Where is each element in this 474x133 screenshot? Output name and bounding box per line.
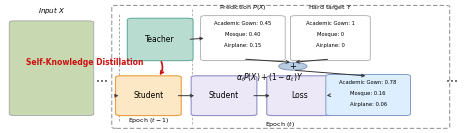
Text: Self-Knowledge Distillation: Self-Knowledge Distillation bbox=[26, 58, 144, 67]
Text: Mosque: 0: Mosque: 0 bbox=[317, 32, 344, 37]
Text: Airplane: 0: Airplane: 0 bbox=[316, 43, 345, 48]
Text: Loss: Loss bbox=[291, 91, 308, 100]
FancyBboxPatch shape bbox=[116, 76, 181, 116]
Text: Student: Student bbox=[209, 91, 239, 100]
Text: Airplane: 0.15: Airplane: 0.15 bbox=[224, 43, 262, 48]
Text: Epoch $(t)$: Epoch $(t)$ bbox=[264, 120, 294, 129]
Text: •••: ••• bbox=[96, 79, 108, 85]
Text: Epoch $(t-1)$: Epoch $(t-1)$ bbox=[128, 116, 169, 125]
Text: Mosque: 0.16: Mosque: 0.16 bbox=[350, 91, 386, 96]
Text: Academic Gown: 0.78: Academic Gown: 0.78 bbox=[339, 80, 397, 85]
Text: +: + bbox=[289, 62, 296, 71]
Text: Academic Gown: 1: Academic Gown: 1 bbox=[306, 21, 355, 26]
FancyBboxPatch shape bbox=[128, 18, 193, 61]
Text: Student: Student bbox=[133, 91, 164, 100]
Text: Prediction $P(X)$: Prediction $P(X)$ bbox=[219, 3, 267, 12]
Text: Academic Gown: 0.45: Academic Gown: 0.45 bbox=[214, 21, 272, 26]
FancyBboxPatch shape bbox=[9, 21, 94, 116]
FancyBboxPatch shape bbox=[191, 76, 257, 116]
Text: Input $X$: Input $X$ bbox=[38, 5, 65, 16]
Text: Teacher: Teacher bbox=[146, 35, 175, 44]
Text: Mosque: 0.40: Mosque: 0.40 bbox=[225, 32, 261, 37]
Text: •••: ••• bbox=[446, 79, 458, 85]
Text: Airplane: 0.06: Airplane: 0.06 bbox=[349, 102, 387, 107]
Text: $\alpha_t P(X) + (1 - \alpha_t)Y$: $\alpha_t P(X) + (1 - \alpha_t)Y$ bbox=[237, 72, 304, 84]
FancyBboxPatch shape bbox=[267, 76, 332, 116]
Circle shape bbox=[279, 62, 307, 70]
FancyBboxPatch shape bbox=[291, 16, 370, 61]
FancyBboxPatch shape bbox=[201, 16, 285, 61]
FancyBboxPatch shape bbox=[326, 74, 410, 116]
Text: Hard target $Y$: Hard target $Y$ bbox=[308, 3, 353, 12]
